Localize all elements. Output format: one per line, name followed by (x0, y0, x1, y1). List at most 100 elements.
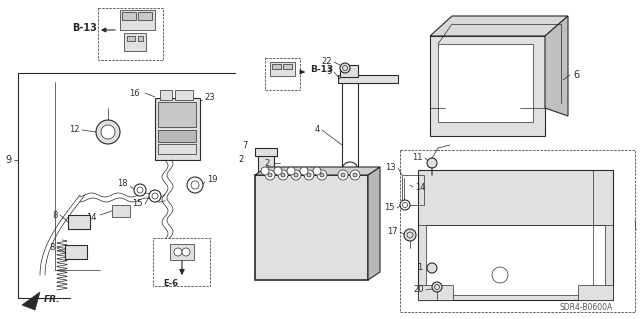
Text: 15: 15 (385, 204, 395, 212)
Circle shape (294, 173, 298, 177)
Bar (124, 33, 146, 51)
Text: 3: 3 (326, 68, 332, 77)
Bar (138, 36, 143, 41)
Text: 20: 20 (413, 286, 424, 294)
Bar (155, 98, 200, 160)
Circle shape (261, 167, 269, 175)
Bar (400, 150, 635, 312)
Text: 19: 19 (207, 175, 218, 184)
Text: 13: 13 (385, 164, 396, 173)
Circle shape (338, 170, 348, 180)
Circle shape (427, 263, 437, 273)
Text: 16: 16 (129, 88, 140, 98)
Text: 7: 7 (243, 140, 248, 150)
Circle shape (287, 167, 295, 175)
Polygon shape (22, 292, 40, 310)
Circle shape (182, 248, 190, 256)
Circle shape (400, 200, 410, 210)
Circle shape (304, 170, 314, 180)
Circle shape (307, 173, 311, 177)
Circle shape (149, 190, 161, 202)
Text: SDR4-B0600A: SDR4-B0600A (560, 303, 613, 313)
Circle shape (404, 229, 416, 241)
Circle shape (281, 173, 285, 177)
Bar (338, 75, 398, 83)
Text: 23: 23 (204, 93, 214, 101)
Circle shape (313, 167, 321, 175)
Bar (65, 245, 87, 259)
Text: 11: 11 (413, 153, 423, 162)
Bar (122, 12, 136, 20)
Bar (160, 90, 172, 100)
Bar (170, 244, 194, 260)
Text: 15: 15 (132, 199, 143, 209)
Bar (79, 218, 85, 222)
Text: 18: 18 (117, 179, 128, 188)
Text: 1: 1 (417, 263, 422, 272)
Text: 2: 2 (239, 155, 244, 165)
Bar (158, 130, 196, 142)
Text: 9: 9 (5, 155, 11, 165)
Bar (258, 153, 274, 175)
Bar (138, 12, 152, 20)
Circle shape (427, 158, 437, 168)
Polygon shape (368, 167, 380, 280)
Text: 14: 14 (86, 213, 97, 222)
Circle shape (317, 170, 327, 180)
Text: E-6: E-6 (163, 278, 178, 287)
Bar (270, 62, 295, 76)
Text: 14: 14 (415, 182, 426, 191)
Text: 22: 22 (321, 57, 332, 66)
Text: 12: 12 (70, 125, 80, 135)
Bar (418, 285, 453, 300)
Circle shape (320, 173, 324, 177)
Bar (255, 175, 368, 280)
Bar (127, 36, 135, 41)
Bar (158, 102, 196, 127)
Polygon shape (545, 16, 568, 116)
Circle shape (265, 170, 275, 180)
Circle shape (492, 267, 508, 283)
Circle shape (291, 170, 301, 180)
Bar (158, 144, 196, 154)
Text: 4: 4 (315, 125, 320, 135)
Polygon shape (255, 167, 380, 175)
Circle shape (96, 120, 120, 144)
Bar (402, 175, 424, 205)
Circle shape (274, 167, 282, 175)
Circle shape (278, 170, 288, 180)
Text: 8: 8 (52, 211, 58, 219)
Bar (71, 218, 77, 222)
Polygon shape (430, 16, 568, 36)
Text: B-13: B-13 (72, 23, 97, 33)
Text: 6: 6 (573, 70, 579, 80)
Circle shape (134, 184, 146, 196)
Bar (68, 248, 74, 252)
Text: 2: 2 (265, 159, 270, 167)
Circle shape (174, 248, 182, 256)
Text: 8: 8 (50, 243, 55, 253)
Bar (430, 36, 545, 136)
Bar (76, 248, 82, 252)
Bar (578, 285, 613, 300)
Bar (438, 44, 533, 122)
Bar (265, 58, 300, 90)
Circle shape (341, 173, 345, 177)
Text: 5: 5 (638, 225, 640, 235)
Bar (112, 205, 130, 217)
Circle shape (101, 125, 115, 139)
Circle shape (350, 170, 360, 180)
Bar (153, 238, 210, 286)
Bar (98, 8, 163, 60)
Bar (283, 64, 292, 69)
Text: 17: 17 (387, 227, 398, 236)
Text: FR.: FR. (44, 295, 61, 305)
Circle shape (432, 282, 442, 292)
Bar (272, 64, 281, 69)
Bar (426, 225, 605, 295)
Circle shape (187, 177, 203, 193)
Bar (418, 170, 613, 300)
Bar (255, 148, 277, 156)
Bar (340, 65, 358, 77)
Circle shape (340, 63, 350, 73)
